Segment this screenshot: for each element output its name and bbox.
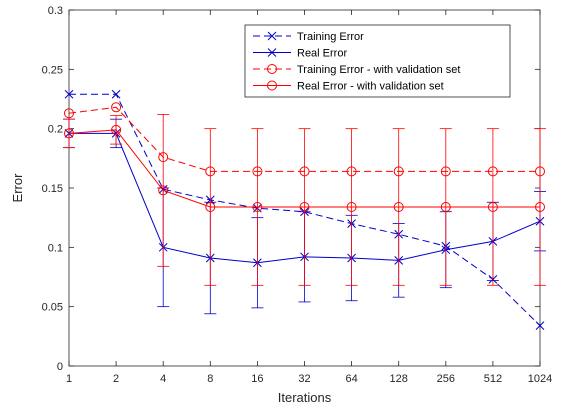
data-point — [535, 201, 545, 212]
x-tick-label: 8 — [207, 373, 213, 385]
series-line — [68, 129, 540, 208]
legend-label: Real Error - with validation set — [297, 81, 444, 93]
x-tick-label: 1024 — [528, 373, 552, 385]
y-axis-ticks: 0 0.05 0.1 0.15 0.2 0.25 0.3 — [42, 5, 540, 373]
legend-item: Training Error - with validation set — [253, 64, 460, 76]
legend-marker — [267, 80, 277, 91]
legend-item: Training Error — [253, 31, 364, 43]
legend-marker — [267, 31, 277, 41]
x-axis-title: Iterations — [278, 390, 332, 405]
y-axis-title: Error — [10, 173, 25, 203]
data-point — [111, 89, 121, 99]
y-tick-label: 0.3 — [48, 5, 63, 17]
legend-label: Real Error — [297, 48, 347, 60]
legend-marker — [267, 48, 277, 57]
x-tick-label: 4 — [160, 373, 166, 385]
marker-stroke — [267, 31, 277, 41]
legend-label: Training Error - with validation set — [297, 64, 460, 76]
y-tick-label: 0 — [57, 361, 63, 373]
data-point — [393, 201, 404, 212]
legend: Training Error Real Error Training Error -… — [244, 24, 511, 98]
data-point — [487, 201, 498, 212]
data-point — [158, 185, 169, 196]
x-tick-label: 64 — [345, 373, 357, 385]
x-tick-label: 128 — [390, 373, 408, 385]
data-point — [252, 201, 263, 212]
y-tick-label: 0.15 — [42, 183, 63, 195]
data-point — [64, 108, 74, 119]
x-tick-label: 1 — [66, 373, 72, 385]
x-tick-label: 256 — [437, 373, 455, 385]
x-tick-label: 32 — [298, 373, 310, 385]
marker-stroke — [535, 321, 545, 331]
legend-item: Real Error — [253, 48, 347, 60]
legend-item: Real Error - with validation set — [253, 80, 444, 93]
y-tick-label: 0.1 — [48, 242, 63, 254]
data-point — [440, 201, 451, 212]
data-point — [346, 201, 357, 212]
data-point — [205, 201, 216, 212]
y-tick-label: 0.2 — [48, 124, 63, 136]
data-point — [64, 89, 74, 99]
x-tick-label: 2 — [113, 373, 119, 385]
marker-stroke — [267, 48, 277, 57]
series-4 — [63, 114, 546, 286]
y-tick-label: 0.05 — [42, 302, 63, 314]
x-axis-ticks: 1 2 4 8 16 32 64 128 256 512 1024 — [66, 10, 552, 385]
data-point — [111, 102, 122, 113]
marker-stroke — [111, 89, 121, 99]
data-point — [111, 124, 122, 135]
data-point — [535, 321, 545, 331]
marker-stroke — [64, 89, 74, 99]
data-point — [299, 201, 310, 212]
legend-label: Training Error — [297, 31, 364, 43]
x-tick-label: 512 — [484, 373, 502, 385]
y-tick-label: 0.25 — [42, 64, 63, 76]
x-tick-label: 16 — [251, 373, 263, 385]
data-point — [64, 128, 74, 139]
series-layer — [63, 89, 546, 331]
legend-marker — [267, 64, 277, 74]
